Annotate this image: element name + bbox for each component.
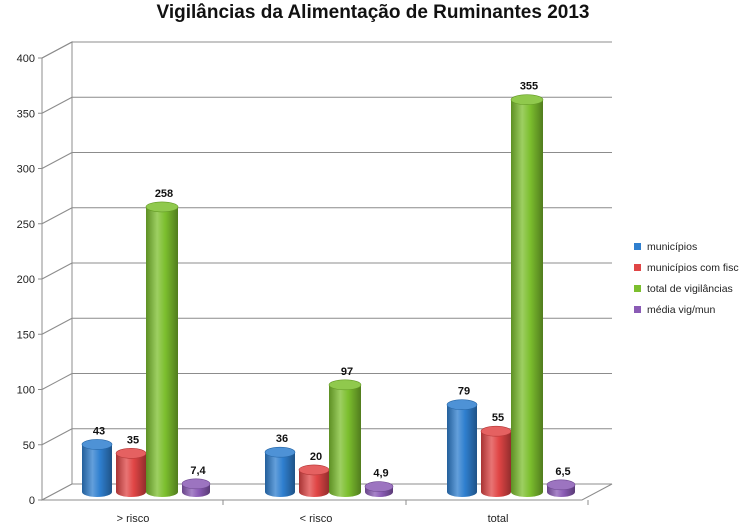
y-tick-label: 50 [23, 440, 35, 452]
bar-body [447, 404, 477, 497]
gridline-depth [41, 41, 73, 59]
gridline-depth [41, 152, 73, 169]
data-label: 43 [93, 425, 105, 437]
bar-body [299, 469, 329, 497]
bar-body [329, 384, 361, 497]
bar-top [181, 478, 211, 490]
data-label: 36 [276, 433, 288, 445]
legend-label: média vig/mun [647, 303, 716, 316]
legend-item: municípios com fisc [634, 257, 739, 278]
legend-swatch [634, 285, 641, 292]
data-label: 35 [127, 434, 139, 446]
y-tick-label: 100 [17, 385, 35, 397]
gridline-depth [41, 428, 73, 446]
bar-body [82, 444, 112, 497]
bar-top [81, 439, 113, 450]
bar-top [328, 379, 362, 391]
bar [328, 379, 362, 497]
data-label: 7,4 [190, 465, 206, 477]
y-tick-label: 250 [17, 219, 35, 231]
data-label: 6,5 [555, 466, 570, 478]
bar-body [146, 206, 178, 497]
bar-top [546, 479, 576, 491]
bar [145, 201, 179, 497]
bar-body [511, 99, 543, 497]
data-label: 55 [492, 412, 504, 424]
x-tick-label: > risco [117, 513, 150, 524]
bar-top [115, 448, 147, 459]
data-label: 258 [155, 188, 173, 200]
legend-item: média vig/mun [634, 299, 739, 320]
legend-label: municípios [647, 240, 698, 253]
legend-label: total de vigilâncias [647, 282, 733, 295]
bar [510, 94, 544, 497]
bar-top [510, 94, 544, 106]
gridline-depth [41, 262, 73, 280]
legend-item: municípios [634, 236, 739, 257]
legend-label: municípios com fisc [647, 261, 739, 274]
bar [298, 464, 330, 497]
bar [364, 481, 394, 497]
bar [546, 479, 576, 497]
data-label: 20 [310, 451, 322, 463]
y-tick-label: 300 [17, 164, 35, 176]
y-tick-label: 350 [17, 108, 35, 120]
y-tick-label: 400 [17, 53, 35, 65]
chart-title: Vigilâncias da Alimentação de Ruminantes… [156, 2, 590, 23]
bar [115, 448, 147, 497]
bar-body [116, 453, 146, 497]
bar-body [481, 431, 511, 497]
bar [81, 439, 113, 497]
bar-top [264, 446, 296, 458]
data-label: 97 [341, 366, 353, 378]
legend-swatch [634, 243, 641, 250]
gridline-depth [41, 317, 73, 335]
gridline-depth [41, 96, 73, 114]
bar-body [265, 452, 295, 497]
bar [181, 478, 211, 497]
legend-swatch [634, 306, 641, 313]
data-label: 79 [458, 386, 470, 398]
gridline-depth [41, 207, 73, 225]
bar [446, 399, 478, 497]
gridline-depth [41, 373, 73, 390]
chart-legend: municípios municípios com fisc total de vi… [634, 236, 739, 320]
y-tick-label: 200 [17, 274, 35, 286]
data-label: 355 [520, 81, 538, 93]
data-label: 4,9 [373, 468, 388, 480]
legend-swatch [634, 264, 641, 271]
bar-top [446, 399, 478, 411]
bar-top [480, 425, 512, 437]
legend-item: total de vigilâncias [634, 278, 739, 299]
y-tick-label: 0 [29, 495, 35, 507]
bar [480, 425, 512, 497]
bar-top [364, 481, 394, 492]
x-tick-label: < risco [300, 513, 333, 524]
bar [264, 446, 296, 497]
x-tick-label: total [488, 513, 509, 524]
bar-top [298, 464, 330, 476]
y-tick-label: 150 [17, 329, 35, 341]
bar-top [145, 201, 179, 213]
